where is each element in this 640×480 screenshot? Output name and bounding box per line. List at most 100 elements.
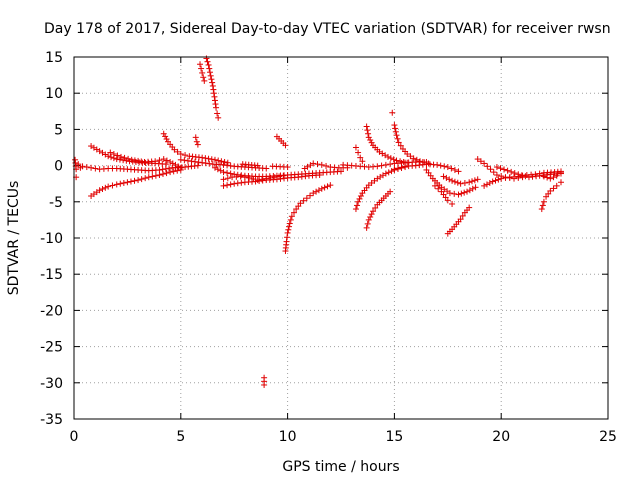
y-axis-label: SDTVAR / TECUs xyxy=(6,181,22,296)
data-point xyxy=(79,163,86,170)
data-point xyxy=(440,173,447,180)
data-point xyxy=(201,77,208,84)
data-point xyxy=(227,170,234,177)
data-point xyxy=(208,156,215,163)
data-point xyxy=(199,69,206,76)
data-point xyxy=(263,165,270,172)
data-point xyxy=(321,184,328,191)
data-point xyxy=(395,139,402,146)
data-point xyxy=(152,172,159,179)
data-point xyxy=(318,161,325,168)
data-point xyxy=(474,176,481,183)
data-point xyxy=(367,137,374,144)
data-point xyxy=(107,149,114,156)
data-point xyxy=(455,168,462,175)
data-point xyxy=(444,164,451,171)
data-point xyxy=(367,214,374,221)
y-tick-label: -30 xyxy=(40,376,63,392)
data-point xyxy=(169,160,176,167)
data-point xyxy=(182,152,189,159)
data-point xyxy=(283,238,290,245)
data-point xyxy=(324,183,331,190)
data-point xyxy=(206,65,213,72)
data-point xyxy=(394,135,401,142)
data-point xyxy=(391,166,398,173)
data-point xyxy=(224,159,231,166)
data-point xyxy=(355,149,362,156)
data-point xyxy=(211,97,218,104)
data-point xyxy=(88,164,95,171)
data-point xyxy=(493,172,500,179)
data-point xyxy=(550,174,557,181)
data-point xyxy=(241,174,248,181)
data-point xyxy=(205,155,212,162)
data-point xyxy=(131,157,138,164)
data-point xyxy=(194,141,201,148)
data-point xyxy=(224,169,231,176)
data-point xyxy=(162,133,169,140)
data-point xyxy=(472,184,479,191)
data-point xyxy=(210,86,217,93)
data-point xyxy=(125,155,132,162)
data-point xyxy=(404,159,411,166)
y-tick-label: -10 xyxy=(40,231,63,247)
data-point xyxy=(174,148,181,155)
data-point xyxy=(135,177,142,184)
data-point xyxy=(446,190,453,197)
data-point xyxy=(113,156,120,163)
data-point xyxy=(156,166,163,173)
data-point xyxy=(99,186,106,193)
data-point xyxy=(224,175,231,182)
data-point xyxy=(498,175,505,182)
data-point xyxy=(384,153,391,160)
data-point xyxy=(212,101,219,108)
data-point xyxy=(315,187,322,194)
data-point xyxy=(443,174,450,181)
data-point xyxy=(365,134,372,141)
data-point xyxy=(437,162,444,169)
data-point xyxy=(210,90,217,97)
data-point xyxy=(198,65,205,72)
data-point xyxy=(261,381,268,388)
data-point xyxy=(282,142,289,149)
data-point xyxy=(316,172,323,179)
y-tick-label: -5 xyxy=(49,195,63,211)
data-point xyxy=(359,158,366,165)
data-point xyxy=(481,160,488,167)
x-tick-label: 20 xyxy=(492,429,510,445)
data-point xyxy=(120,179,127,186)
data-point xyxy=(370,208,377,215)
data-point xyxy=(105,153,112,160)
data-point xyxy=(457,216,464,223)
data-point xyxy=(237,173,244,180)
data-point xyxy=(444,197,451,204)
data-point xyxy=(387,161,394,168)
data-point xyxy=(287,216,294,223)
data-point xyxy=(163,157,170,164)
data-point xyxy=(286,220,293,227)
data-point xyxy=(75,161,82,168)
data-point xyxy=(457,180,464,187)
data-point xyxy=(508,168,515,175)
data-point xyxy=(434,161,441,168)
data-point xyxy=(404,151,411,158)
data-point xyxy=(160,130,167,137)
data-point xyxy=(492,177,499,184)
data-point xyxy=(318,185,325,192)
data-point xyxy=(206,69,213,76)
data-point xyxy=(477,158,484,165)
data-point xyxy=(102,184,109,191)
data-point xyxy=(558,169,565,176)
data-point xyxy=(175,163,182,170)
data-point xyxy=(166,165,173,172)
data-point xyxy=(110,151,117,158)
data-point xyxy=(451,166,458,173)
chart-title: Day 178 of 2017, Sidereal Day-to-day VTE… xyxy=(44,21,611,37)
data-point xyxy=(454,179,461,186)
data-point xyxy=(469,178,476,185)
y-tick-label: 15 xyxy=(45,50,63,66)
data-point xyxy=(466,187,473,194)
data-point xyxy=(481,182,488,189)
